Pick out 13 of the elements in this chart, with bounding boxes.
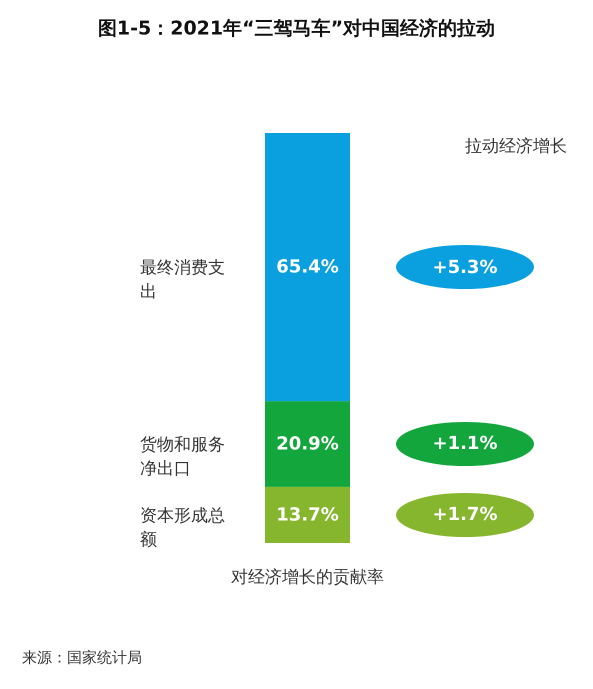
- source-note: 来源：国家统计局: [22, 648, 142, 666]
- oval-badge: +1.7%: [396, 492, 534, 537]
- text: 资本形成总额: [140, 506, 225, 550]
- chart-title: 图1-5：2021年“三驾马车”对中国经济的拉动: [98, 18, 496, 40]
- data-label: 13.7%: [276, 504, 339, 526]
- text: 拉动经济增长: [465, 136, 567, 156]
- text: 最终消费支出: [140, 258, 225, 302]
- data-label: 65.4%: [276, 256, 339, 278]
- oval-badge: +1.1%: [396, 422, 534, 466]
- data-label: 20.9%: [276, 433, 339, 454]
- oval-badge: +5.3%: [396, 245, 534, 290]
- text: 货物和服务净出口: [140, 434, 225, 479]
- x-axis-title: 对经济增长的贡献率: [231, 568, 384, 588]
